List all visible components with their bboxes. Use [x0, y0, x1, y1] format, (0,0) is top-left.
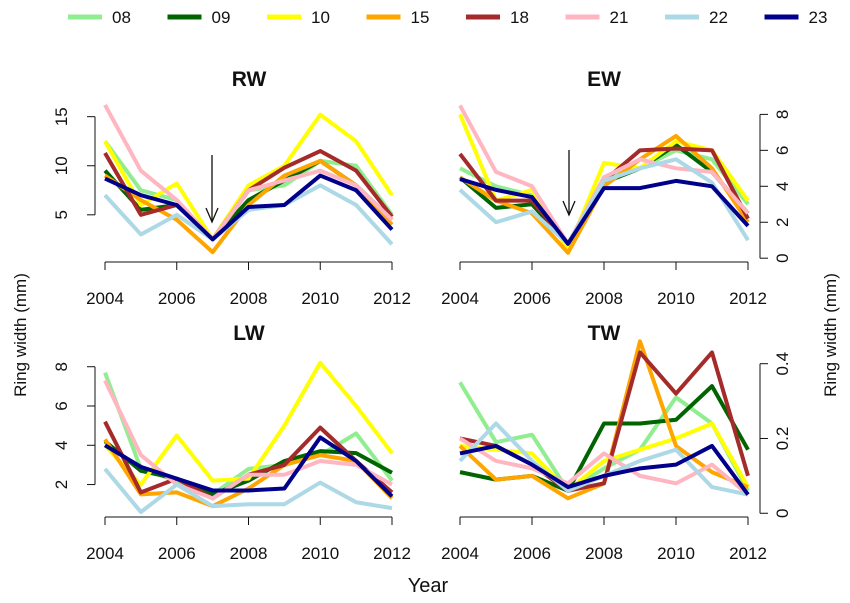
panel-title: TW: [588, 322, 621, 345]
x-tick-label: 2012: [729, 544, 767, 563]
series-line: [458, 113, 750, 252]
y-tick-label: 0.2: [773, 427, 792, 451]
x-tick-label: 2004: [86, 544, 124, 563]
legend-label: 09: [212, 8, 231, 27]
series-line: [103, 435, 394, 498]
legend-label: 15: [411, 8, 430, 27]
panel: EW 2004 2006 2008 2010 2012 0 2 4 6 8: [441, 68, 792, 308]
x-tick-label: 2012: [729, 289, 767, 308]
x-tick-label: 2004: [86, 289, 124, 308]
series-line: [458, 133, 750, 255]
x-tick-label: 2006: [158, 544, 196, 563]
arrow: [205, 155, 219, 224]
y-axis-label: Ring width (mm): [11, 273, 30, 397]
x-tick-label: 2004: [441, 289, 479, 308]
panel: LW 2004 2006 2008 2010 2012 2 4 6 8 Ring width (mm…: [11, 273, 449, 597]
y-tick-label: 0.4: [773, 352, 792, 376]
y-tick-label: 0: [773, 509, 792, 518]
series-line: [103, 379, 393, 501]
x-tick-label: 2010: [301, 289, 339, 308]
panel: TW 2004 2006 2008 2010 2012 0 0.2 0.4 Ring width …: [441, 273, 840, 563]
x-tick-label: 2008: [230, 289, 268, 308]
series-line: [103, 467, 393, 515]
y-tick-label: 15: [52, 107, 71, 126]
series-line: [458, 436, 750, 497]
x-tick-label: 2010: [301, 544, 339, 563]
panel-title: LW: [233, 322, 265, 345]
series-line: [103, 183, 394, 246]
series-line: [459, 177, 750, 246]
legend-label: 22: [709, 8, 728, 27]
x-tick-label: 2004: [441, 544, 479, 563]
legend-label: 23: [809, 8, 828, 27]
legend-label: 08: [112, 8, 131, 27]
x-tick-label: 2010: [657, 544, 695, 563]
y-tick-label: 4: [773, 182, 792, 191]
legend-label: 10: [311, 8, 330, 27]
x-tick-label: 2006: [513, 289, 551, 308]
panel-title: EW: [587, 68, 621, 91]
x-tick-label: 2010: [657, 289, 695, 308]
series-line: [104, 173, 394, 242]
y-tick-label: 6: [52, 401, 71, 410]
y-tick-label: 0: [773, 253, 792, 262]
x-axis-label: Year: [408, 575, 449, 597]
arrow: [562, 150, 576, 217]
series-line: [458, 157, 750, 246]
series-line: [103, 360, 394, 487]
series-line: [458, 381, 750, 493]
legend-label: 18: [510, 8, 529, 27]
y-tick-label: 5: [52, 210, 71, 219]
y-axis-label: Ring width (mm): [821, 273, 840, 397]
y-tick-label: 2: [52, 480, 71, 489]
series-line: [458, 104, 750, 246]
y-tick-label: 8: [52, 362, 71, 371]
x-tick-label: 2008: [585, 544, 623, 563]
y-tick-label: 2: [773, 218, 792, 227]
x-tick-label: 2006: [158, 289, 196, 308]
y-tick-label: 10: [52, 156, 71, 175]
y-tick-label: 6: [773, 146, 792, 155]
x-tick-label: 2012: [373, 289, 411, 308]
x-tick-label: 2008: [585, 289, 623, 308]
x-tick-label: 2008: [230, 544, 268, 563]
x-tick-label: 2006: [513, 544, 551, 563]
series-line: [459, 443, 750, 496]
panel-title: RW: [232, 68, 267, 91]
panel: RW 2004 2006 2008 2010 2012 5 10 15: [52, 68, 411, 308]
legend-label: 21: [610, 8, 629, 27]
series-line: [103, 103, 394, 242]
y-tick-label: 4: [52, 441, 71, 450]
x-tick-label: 2012: [373, 544, 411, 563]
y-tick-label: 8: [773, 110, 792, 119]
